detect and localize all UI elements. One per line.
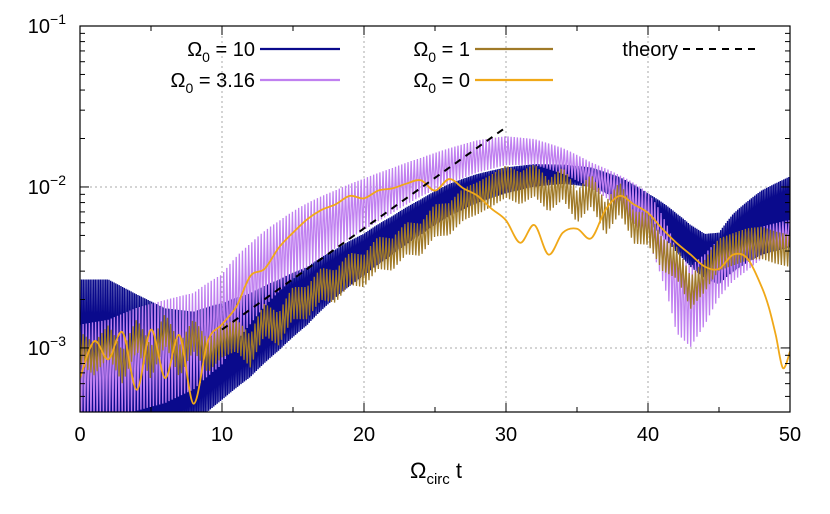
- legend-name-sub: 0: [202, 49, 210, 65]
- legend-name-value: = 3.16: [193, 70, 255, 92]
- series-layer: [80, 126, 790, 412]
- legend-name: Ω: [187, 39, 202, 61]
- x-tick-label: 0: [74, 424, 85, 446]
- legend-label-3: Ω0 = 0: [413, 70, 470, 96]
- series-line-0: [80, 164, 790, 412]
- legend-label-1: Ω0 = 3.16: [171, 70, 255, 96]
- legend-label-4: theory: [622, 39, 678, 61]
- x-tick-label: 40: [637, 424, 659, 446]
- series-4: [221, 126, 507, 331]
- legend-name-sub: 0: [428, 49, 436, 65]
- legend-name: Ω: [171, 70, 186, 92]
- x-axis-title-main: Ω: [410, 458, 426, 483]
- series-0: [80, 164, 790, 412]
- legend-name-sub: 0: [428, 80, 436, 96]
- legend-name-value: = 0: [436, 70, 470, 92]
- y-tick-base: 10: [28, 177, 50, 199]
- y-tick-label: 10−2: [28, 172, 66, 199]
- x-tick-label: 50: [779, 424, 801, 446]
- legend-name: Ω: [413, 70, 428, 92]
- legend-label-0: Ω0 = 10: [187, 39, 255, 65]
- legend-name-sub: 0: [185, 80, 193, 96]
- y-tick-exponent: −3: [50, 333, 66, 349]
- legend-name: Ω: [413, 39, 428, 61]
- y-tick-base: 10: [28, 338, 50, 360]
- series-line-2: [80, 164, 790, 384]
- legend-name-value: = 10: [210, 39, 255, 61]
- x-tick-label: 30: [495, 424, 517, 446]
- x-axis-title-sub: circ: [426, 471, 450, 488]
- x-axis-title-suffix: t: [450, 458, 462, 483]
- y-tick-label: 10−1: [28, 11, 66, 38]
- series-line-3: [80, 178, 790, 405]
- legend-name: theory: [622, 39, 678, 61]
- y-tick-exponent: −2: [50, 172, 66, 188]
- series-2: [80, 164, 790, 384]
- y-tick-exponent: −1: [50, 11, 66, 27]
- y-tick-label: 10−3: [28, 333, 66, 360]
- series-line-4: [221, 126, 507, 331]
- x-tick-label: 20: [353, 424, 375, 446]
- x-tick-label: 10: [211, 424, 233, 446]
- legend-name-value: = 1: [436, 39, 470, 61]
- legend-label-2: Ω0 = 1: [413, 39, 470, 65]
- y-tick-base: 10: [28, 16, 50, 38]
- series-3: [80, 178, 790, 405]
- x-axis-title: Ωcirc t: [410, 458, 462, 488]
